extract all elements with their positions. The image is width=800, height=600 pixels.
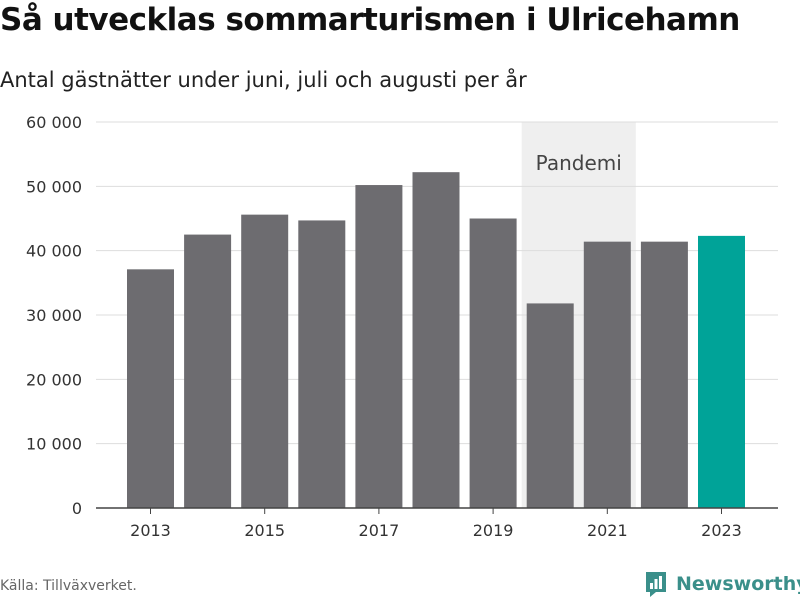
pandemic-label: Pandemi xyxy=(536,151,622,175)
chart-subtitle: Antal gästnätter under juni, juli och au… xyxy=(0,68,527,92)
y-tick-label: 40 000 xyxy=(26,242,82,261)
y-tick-label: 30 000 xyxy=(26,306,82,325)
source-note: Källa: Tillväxverket. xyxy=(0,578,137,594)
bar-chart: Pandemi 0 10 000 20 000 30 000 40 000 50 000 6… xyxy=(26,113,778,540)
x-tick-label: 2015 xyxy=(244,521,285,540)
bar-2016 xyxy=(298,220,346,508)
x-tick-label: 2023 xyxy=(701,521,742,540)
bar-2023 xyxy=(698,235,745,508)
chart-title: Så utvecklas sommarturismen i Ulricehamn xyxy=(0,2,740,38)
bar-2013 xyxy=(127,269,174,508)
y-tick-label: 50 000 xyxy=(26,177,82,196)
y-tick-label: 10 000 xyxy=(26,435,82,454)
newsworthy-logo-icon xyxy=(646,572,666,597)
brand-logo: Newsworthy xyxy=(644,568,800,600)
bar-2022 xyxy=(640,241,688,508)
x-tick-label: 2013 xyxy=(130,521,171,540)
bar-2017 xyxy=(355,185,403,508)
x-tick-label: 2017 xyxy=(359,521,400,540)
bar-2014 xyxy=(184,234,232,509)
y-tick-label: 20 000 xyxy=(26,370,82,389)
bar-2021 xyxy=(583,241,631,508)
y-tick-label: 0 xyxy=(72,499,82,518)
bar-2019 xyxy=(469,218,517,508)
bar-2018 xyxy=(412,172,460,508)
x-tick-label: 2019 xyxy=(473,521,514,540)
y-tick-label: 60 000 xyxy=(26,113,82,132)
x-tick-label: 2021 xyxy=(587,521,628,540)
bar-2020 xyxy=(526,303,574,508)
bar-2015 xyxy=(241,214,289,508)
brand-name: Newsworthy xyxy=(676,573,800,595)
